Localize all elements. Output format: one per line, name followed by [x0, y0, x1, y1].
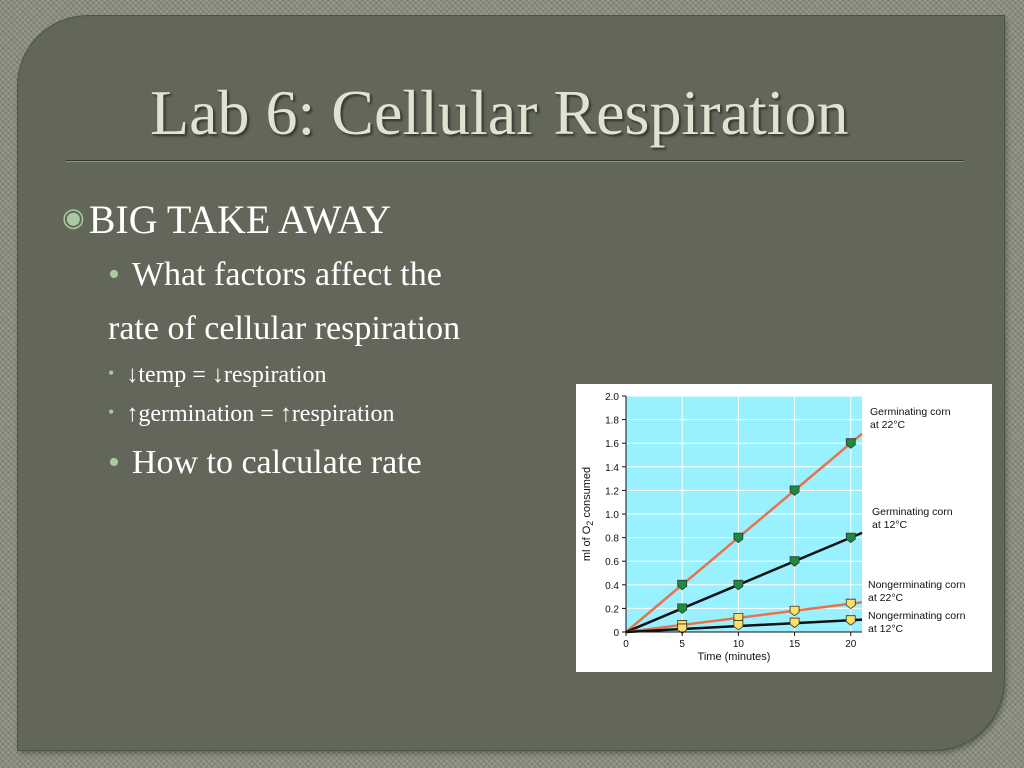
title-divider	[66, 160, 964, 162]
y-tick-label: 0.4	[605, 581, 619, 592]
data-point	[845, 615, 856, 626]
y-tick-label: 1.8	[605, 416, 619, 427]
data-point	[789, 605, 800, 617]
series-line	[625, 432, 863, 633]
dot-bullet-icon: •	[108, 402, 115, 422]
data-point	[789, 617, 800, 629]
x-tick-label: 10	[733, 639, 745, 650]
y-axis-label-part: ml of O	[581, 525, 593, 561]
series-label: at 12°C	[872, 519, 908, 531]
y-tick-labels: 0 0.2 0.4 0.6 0.8 1.0 1.2 1.4 1.6 1.8 2.0	[605, 392, 626, 639]
bullet-factors-text: What factors affect the	[131, 256, 442, 293]
data-point	[677, 579, 688, 591]
bullet-big-take-away-text: BIG TAKE AWAY	[88, 197, 392, 242]
y-tick-label: 1.2	[605, 486, 619, 497]
x-tick-label: 5	[679, 639, 685, 650]
bullet-calculate-rate-text: How to calculate rate	[131, 444, 422, 481]
series-label: Nongerminating corn	[868, 579, 966, 591]
data-point	[845, 598, 856, 610]
dot-bullet-icon: •	[108, 444, 120, 481]
y-axis-label: ml of O2 consumed	[581, 467, 595, 561]
data-point	[789, 485, 800, 496]
x-tick-label: 15	[789, 639, 801, 650]
dot-bullet-icon: •	[108, 256, 120, 293]
series-label: at 22°C	[870, 419, 906, 431]
chart-svg: 00.20.40.60.81.01.21.41.61.82.0 0 5 10 15 20…	[581, 392, 966, 663]
data-point	[845, 532, 856, 544]
data-point	[733, 579, 744, 591]
bullet-temp: • ↓temp = ↓respiration	[108, 362, 326, 389]
y-tick-label: 0.6	[605, 557, 619, 568]
series-label: Germinating corn	[870, 406, 951, 418]
y-tick-label: 1.6	[605, 439, 619, 450]
series-label: at 22°C	[868, 592, 904, 604]
bullet-germination: • ↑germination = ↑respiration	[108, 401, 394, 428]
series-line	[625, 601, 863, 634]
circle-bullet-icon: ◉	[62, 203, 85, 232]
y-axis-label-subscript: 2	[585, 521, 595, 526]
x-tick-label: 20	[845, 639, 857, 650]
data-point	[789, 556, 800, 567]
data-point	[845, 438, 856, 449]
y-tick-label: 0.8	[605, 534, 619, 545]
y-axis-label-part: consumed	[581, 467, 593, 521]
data-point	[733, 620, 744, 631]
bullet-germination-text: ↑germination = ↑respiration	[126, 401, 395, 427]
y-tick-label: 1.4	[605, 463, 619, 474]
bullet-calculate-rate: • How to calculate rate	[108, 444, 422, 482]
bullet-factors: • What factors affect the	[108, 256, 442, 294]
x-tick-labels: 0 5 10 15 20	[623, 632, 857, 650]
series-lines	[625, 432, 863, 634]
y-tick-label: 1.0	[605, 510, 619, 521]
dot-bullet-icon: •	[108, 363, 115, 383]
oxygen-consumption-chart: 0 0.2 0.4 0.6 0.8 1.0 1.2 1.4 1.6 1.8 2.0 0 5 10 15 20…	[576, 384, 992, 672]
y-tick-label: 0.2	[605, 604, 619, 615]
y-tick-label: 2.0	[605, 392, 619, 403]
bullet-temp-text: ↓temp = ↓respiration	[126, 362, 327, 388]
series-label: Nongerminating corn	[868, 610, 966, 622]
bullet-factors-continuation: rate of cellular respiration	[108, 310, 461, 347]
series-line	[625, 531, 863, 634]
series-label: at 12°C	[868, 623, 904, 635]
data-point	[677, 603, 688, 614]
x-tick-label: 0	[623, 639, 629, 650]
bullet-big-take-away: ◉ BIG TAKE AWAY	[62, 196, 391, 243]
slide-title: Lab 6: Cellular Respiration	[150, 77, 849, 148]
x-axis-label: Time (minutes)	[698, 651, 771, 663]
y-tick-label: 0	[613, 628, 619, 639]
series-line	[625, 618, 863, 634]
data-point	[733, 532, 744, 544]
series-label: Germinating corn	[872, 506, 953, 518]
